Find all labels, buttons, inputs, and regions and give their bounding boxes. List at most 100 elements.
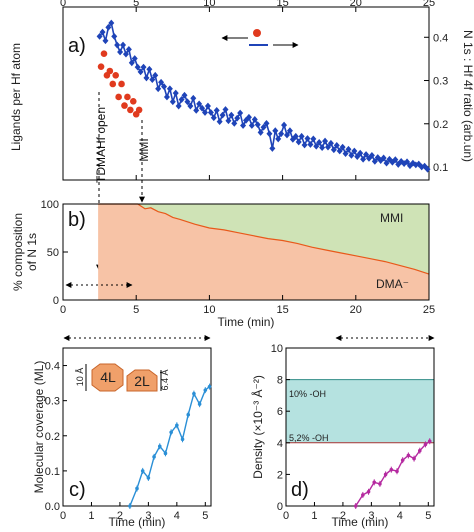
- c-series-point: [186, 412, 191, 417]
- d-ytick-label: 6: [277, 406, 283, 418]
- series-blue-point: [155, 85, 162, 93]
- series-blue-point: [125, 45, 132, 53]
- legend-dma: DMA⁻: [376, 277, 409, 291]
- series-red-point: [129, 97, 137, 105]
- series-blue-point: [257, 129, 264, 136]
- panel-d-frame: [285, 347, 435, 507]
- series-blue-point: [348, 151, 355, 159]
- series-blue-point: [131, 55, 138, 62]
- band-high-label: 10% -OH: [289, 389, 326, 399]
- composition-boundary-line: [98, 203, 430, 275]
- c-series-line: [129, 386, 211, 507]
- series-blue-point: [415, 160, 422, 168]
- a-y2tick-label: 0.1: [433, 162, 448, 174]
- series-blue-point: [96, 33, 103, 40]
- series-blue-point: [196, 100, 203, 108]
- b-ytick-label: 0: [53, 295, 59, 307]
- series-blue-point: [301, 141, 308, 149]
- series-blue-point: [298, 132, 305, 140]
- series-blue-point: [330, 146, 337, 154]
- d-series-point: [383, 472, 388, 477]
- series-blue-point: [360, 155, 367, 163]
- molecule-2l-label: 2L: [134, 373, 150, 389]
- series-blue-point: [169, 98, 176, 106]
- series-blue-point: [260, 123, 267, 131]
- series-red-point: [106, 67, 114, 75]
- a-xtick-label: 5: [133, 0, 139, 9]
- series-blue-point: [272, 127, 279, 135]
- series-blue-point: [342, 150, 349, 158]
- panel-b: 0 5 10 15 20 25 0 50 100 b) % composition of N …: [11, 199, 435, 341]
- panel-d: 0 1 2 3 4 5 0 2 4 6 8 10 d) Density (×10⁻³ Å⁻²) Ti…: [250, 343, 435, 529]
- band-low-label: 5,2% -OH: [289, 433, 329, 443]
- series-blue-point: [117, 48, 124, 56]
- dma-area: [98, 204, 429, 300]
- series-blue-point: [310, 135, 317, 143]
- series-blue-point: [213, 106, 220, 114]
- series-blue-point: [137, 68, 144, 76]
- d-xtick-label: 3: [368, 510, 374, 522]
- b-xtick-label: 10: [203, 304, 215, 316]
- legend-mmi: MMI: [380, 211, 403, 225]
- series-blue-point: [404, 158, 411, 166]
- b-xtick-label: 20: [350, 304, 362, 316]
- d-ytick-label: 4: [277, 438, 283, 450]
- series-blue-point: [143, 74, 150, 82]
- series-blue-point: [266, 130, 273, 138]
- series-blue-point: [368, 151, 375, 159]
- series-blue-point: [424, 165, 431, 173]
- c-ytick-label: 0.4: [45, 361, 60, 373]
- series-blue-point: [202, 109, 209, 116]
- legend-red-marker: [253, 29, 261, 37]
- panel-d-label: d): [291, 479, 309, 501]
- d-ytick-label: 10: [271, 343, 283, 355]
- c-series-point: [203, 388, 208, 392]
- series-blue-point: [146, 65, 153, 73]
- c-series-point: [197, 402, 202, 406]
- series-blue-point: [263, 119, 270, 127]
- series-blue-point: [240, 122, 247, 129]
- a-xtick-label: 25: [423, 0, 435, 9]
- d-ytick-label: 8: [277, 375, 283, 387]
- c-series-point: [135, 486, 139, 491]
- series-blue-point: [336, 147, 343, 155]
- series-blue-point: [134, 63, 141, 71]
- panel-a-y2label: N 1s : Hf 4f ratio (arb.un): [461, 30, 474, 162]
- b-ytick-label: 50: [47, 247, 59, 259]
- d-series-point: [361, 493, 365, 497]
- c-series-point: [146, 476, 151, 480]
- series-blue-point: [140, 63, 147, 71]
- d-xtick-label: 4: [397, 510, 403, 522]
- series-blue-point: [389, 158, 396, 166]
- d-xtick-label: 1: [311, 510, 317, 522]
- d-series-point: [406, 453, 411, 458]
- c-xtick-label: 4: [174, 510, 180, 522]
- series-blue-point: [371, 158, 378, 165]
- series-red-point: [121, 102, 128, 109]
- d-series-point: [417, 448, 422, 453]
- series-blue-point: [234, 114, 241, 122]
- series-red-point: [127, 106, 134, 114]
- series-blue-point: [412, 161, 419, 169]
- d-xtick-label: 2: [340, 510, 346, 522]
- series-blue-point: [281, 121, 288, 129]
- series-blue-point: [327, 139, 334, 147]
- series-blue-point: [199, 104, 206, 112]
- molecule-inset: 4L 2L 10 Å 6.4 Å: [75, 363, 170, 392]
- panel-d-xlabel: Time (min): [332, 515, 389, 529]
- series-blue-point: [316, 138, 323, 146]
- series-blue-point: [243, 116, 249, 124]
- series-blue-point: [319, 144, 326, 151]
- series-blue-point: [251, 116, 258, 123]
- d-series-point: [395, 469, 399, 474]
- series-blue-point: [111, 33, 118, 40]
- a-xtick-label: 20: [350, 0, 362, 9]
- b-xtick-label: 25: [423, 304, 435, 316]
- series-blue-point: [222, 106, 229, 113]
- a-y2tick-label: 0.2: [433, 119, 448, 131]
- series-blue-point: [99, 28, 106, 36]
- c-xtick-label: 1: [88, 510, 94, 522]
- series-blue-point: [307, 141, 314, 148]
- panel-b-ylabel-line1: % composition: [11, 213, 25, 291]
